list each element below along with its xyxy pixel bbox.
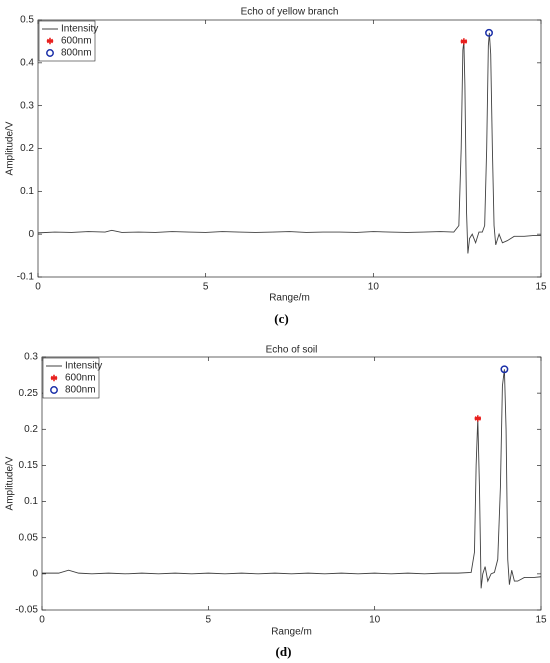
y-tick-label: 0.25 [19,388,39,399]
x-axis-label: Range/m [271,627,312,638]
point [485,28,493,37]
y-tick-label: 0.2 [20,143,34,154]
x-tick-label: 5 [206,615,212,626]
y-tick-label: 0.15 [19,460,39,471]
y-tick-label: -0.05 [15,605,38,616]
legend-label: 600nm [61,36,92,47]
y-tick-label: 0.1 [20,186,34,197]
y-tick-label: -0.1 [17,272,35,283]
legend-label: 600nm [65,373,96,384]
x-tick-label: 10 [368,282,380,293]
legend-label: Intensity [61,24,98,35]
y-axis-label: Amplitude/V [5,121,16,175]
legend-label: 800nm [65,385,96,396]
intensity-line [42,369,542,589]
intensity-line [37,32,541,254]
x-tick-label: 10 [369,615,381,626]
legend-label: Intensity [65,361,102,372]
x-tick-label: 15 [535,615,547,626]
plot-area [37,19,542,278]
caption: (d) [276,644,292,659]
legend-swatch [46,49,54,57]
legend-swatch [50,386,58,394]
y-axis-label: Amplitude/V [5,456,16,510]
chart-title: Echo of yellow branch [241,7,339,18]
y-tick-label: 0.3 [24,352,38,363]
x-tick-label: 5 [203,282,209,293]
plot-area [41,356,542,611]
y-tick-label: 0.5 [20,15,34,26]
y-tick-label: 0.1 [24,496,38,507]
x-tick-label: 15 [535,282,547,293]
y-tick-label: 0 [28,229,34,240]
point [460,38,468,45]
y-tick-label: 0.05 [19,532,39,543]
legend-swatch [46,37,54,45]
y-tick-label: 0 [32,568,38,579]
x-tick-label: 0 [39,615,45,626]
chart-title: Echo of soil [266,345,318,356]
caption: (c) [274,311,288,326]
point [474,415,481,422]
x-tick-label: 0 [35,282,41,293]
legend-swatch [50,374,58,382]
y-tick-label: 0.4 [20,57,34,68]
point [500,365,509,374]
y-tick-label: 0.3 [20,100,34,111]
x-axis-label: Range/m [269,293,310,304]
legend-label: 800nm [61,48,92,59]
y-tick-label: 0.2 [24,424,38,435]
